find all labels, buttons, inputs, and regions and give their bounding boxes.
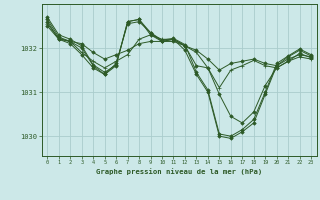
X-axis label: Graphe pression niveau de la mer (hPa): Graphe pression niveau de la mer (hPa) xyxy=(96,168,262,175)
